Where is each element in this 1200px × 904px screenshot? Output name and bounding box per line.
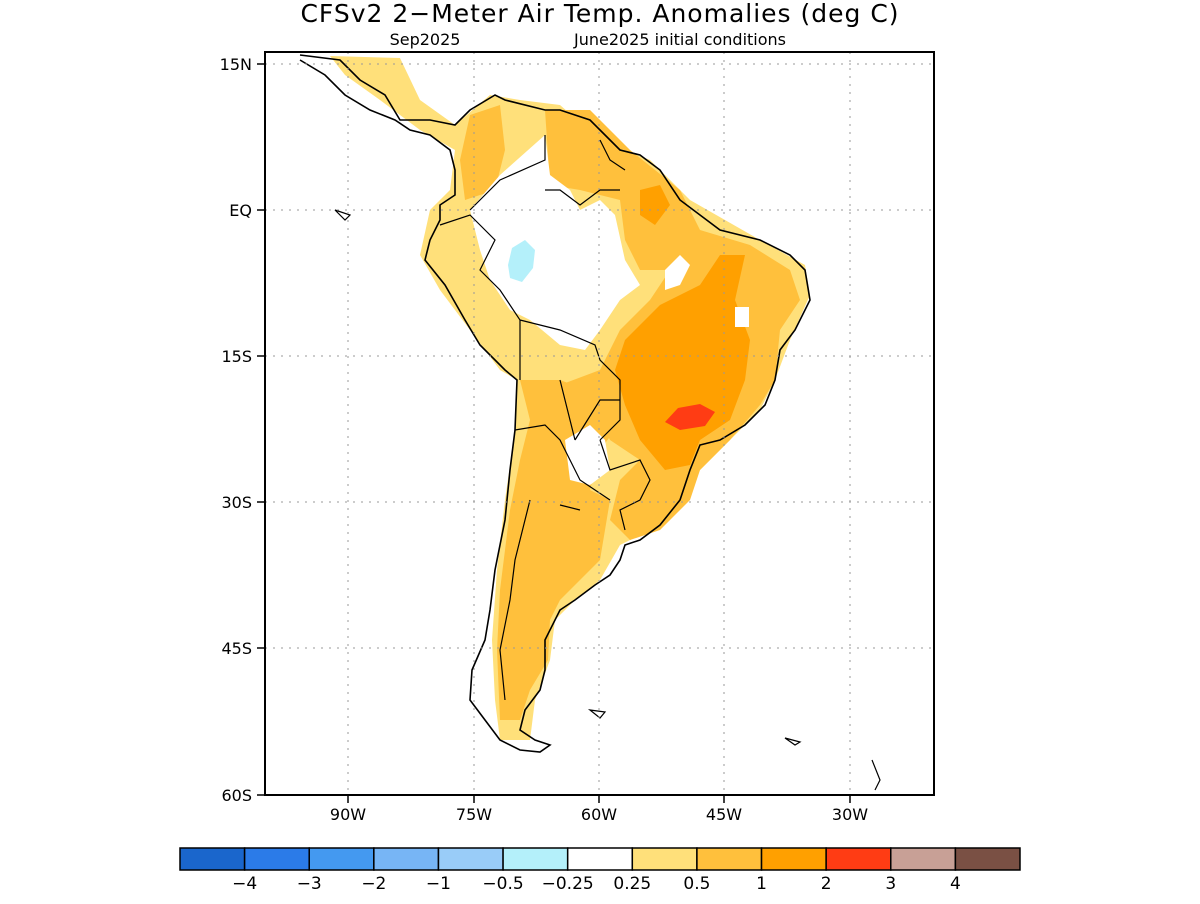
legend-swatch — [760, 847, 827, 871]
lat-label: 15S — [221, 347, 252, 366]
anomaly-region-1-2-north — [640, 185, 670, 225]
lon-label: 45W — [706, 805, 742, 824]
legend-label: −0.25 — [542, 874, 594, 894]
map-title: CFSv2 2−Meter Air Temp. Anomalies (deg C… — [300, 0, 899, 28]
map-panel — [265, 52, 934, 795]
map-subtitle-init: June2025 initial conditions — [573, 30, 786, 49]
legend-label: −1 — [426, 874, 451, 894]
legend-label: 0.5 — [683, 874, 710, 894]
coastlines — [299, 54, 881, 791]
lon-label: 75W — [456, 805, 492, 824]
legend-label: 0.25 — [613, 874, 651, 894]
legend-swatch — [243, 847, 310, 871]
legend-label: 2 — [821, 874, 832, 894]
legend-swatch — [566, 847, 634, 871]
islands — [334, 209, 881, 791]
legend-label: 4 — [950, 874, 961, 894]
anomaly-region-0.5-1-north — [460, 105, 505, 200]
legend-label: −2 — [361, 874, 386, 894]
border-lines — [439, 135, 651, 701]
lat-labels: 15N EQ 15S 30S 45S 60S — [220, 55, 252, 805]
lat-label: 15N — [220, 55, 252, 74]
legend-label: 1 — [756, 874, 767, 894]
lat-axis — [257, 63, 265, 796]
lon-label: 30W — [832, 805, 868, 824]
legend-swatch — [825, 847, 892, 871]
legend-swatch — [890, 847, 957, 871]
anomaly-shading — [330, 56, 810, 740]
anomaly-region-neg-0.25-0.5 — [508, 240, 535, 282]
legend-label: 3 — [885, 874, 896, 894]
lon-label: 60W — [581, 805, 617, 824]
anomaly-region-2-3 — [665, 404, 715, 430]
legend-swatch — [954, 847, 1021, 871]
lat-label: 60S — [221, 786, 252, 805]
legend-swatch — [437, 847, 504, 871]
lon-axis — [347, 795, 851, 803]
anomaly-region-1-2 — [615, 255, 750, 470]
lat-label: 45S — [221, 639, 252, 658]
lon-labels: 90W 75W 60W 45W 30W — [330, 805, 868, 824]
legend-swatch — [696, 847, 763, 871]
lat-label: EQ — [229, 201, 252, 220]
lon-label: 90W — [330, 805, 366, 824]
anomaly-region-neutral-amazon — [470, 135, 640, 350]
legend-label: −3 — [297, 874, 322, 894]
legend-label: −0.5 — [482, 874, 523, 894]
legend-swatch — [631, 847, 698, 871]
legend-swatch — [179, 847, 246, 871]
lat-label: 30S — [221, 493, 252, 512]
legend-swatch — [373, 847, 440, 871]
map-subtitle-month: Sep2025 — [390, 30, 461, 49]
legend-label: −4 — [232, 874, 257, 894]
legend-swatch — [308, 847, 375, 871]
color-legend: −4 −3 −2 −1 −0.5 −0.25 0.25 0.5 1 2 3 4 — [179, 847, 1021, 894]
continent-outline — [299, 54, 811, 753]
legend-swatch — [502, 847, 569, 871]
anomaly-region-neutral-east — [665, 255, 690, 290]
anomaly-region-neutral-box — [735, 307, 749, 327]
